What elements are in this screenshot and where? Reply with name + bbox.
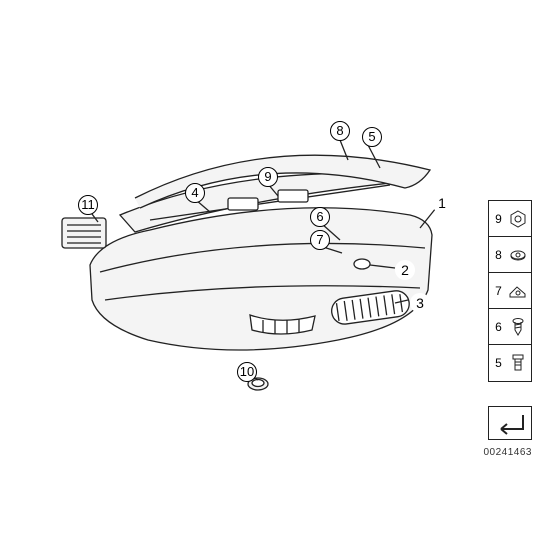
legend-num: 8 — [493, 248, 505, 262]
bumper-illustration — [0, 0, 550, 550]
legend-num: 6 — [493, 320, 505, 334]
legend-row: 6 — [489, 309, 531, 345]
screw-icon — [508, 317, 528, 337]
legend-num: 7 — [493, 284, 505, 298]
legend-num: 5 — [493, 356, 505, 370]
callout-1: 1 — [432, 193, 452, 213]
callout-10: 10 — [237, 362, 257, 382]
callout-2: 2 — [395, 260, 415, 280]
legend-num: 9 — [493, 212, 505, 226]
callout-5: 5 — [362, 127, 382, 147]
callout-9: 9 — [258, 167, 278, 187]
fastener-legend: 9 8 7 6 5 — [488, 200, 532, 382]
legend-row: 9 — [489, 201, 531, 237]
rivet-icon — [508, 353, 528, 373]
callout-3: 3 — [410, 293, 430, 313]
legend-row: 7 — [489, 273, 531, 309]
callout-4: 4 — [185, 183, 205, 203]
flat-nut-icon — [508, 245, 528, 265]
drawing-id: 00241463 — [484, 447, 533, 458]
callout-11: 11 — [78, 195, 98, 215]
callout-7: 7 — [310, 230, 330, 250]
callout-8: 8 — [330, 121, 350, 141]
legend-row: 8 — [489, 237, 531, 273]
callout-6: 6 — [310, 207, 330, 227]
hex-nut-icon — [508, 209, 528, 229]
return-arrow-icon — [489, 407, 533, 441]
return-arrow-box — [488, 406, 532, 440]
parts-diagram: 1 2 3 4 5 6 7 8 9 10 11 9 8 7 6 5 — [0, 0, 550, 550]
legend-row: 5 — [489, 345, 531, 381]
clip-plate-icon — [508, 281, 528, 301]
